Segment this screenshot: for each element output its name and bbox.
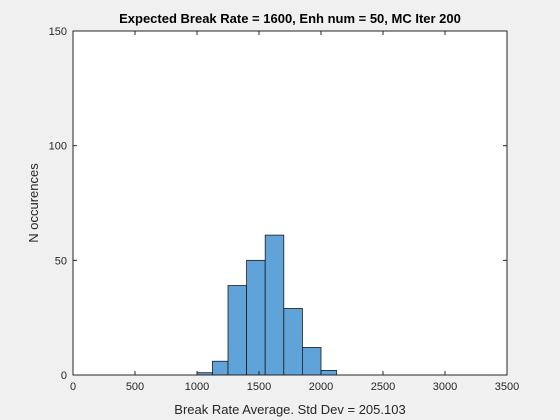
x-tick-label: 2000	[309, 381, 333, 393]
chart-title: Expected Break Rate = 1600, Enh num = 50…	[119, 11, 461, 26]
x-axis-label: Break Rate Average. Std Dev = 205.103	[174, 402, 405, 417]
x-tick-label: 1000	[185, 381, 209, 393]
x-tick-label: 3500	[495, 381, 519, 393]
x-tick-label: 0	[70, 381, 76, 393]
x-tick-label: 2500	[371, 381, 395, 393]
y-axis-label: N occurences	[26, 163, 41, 243]
y-axis-ticks: 0 50 100 150	[49, 26, 507, 382]
histogram-bar	[301, 347, 322, 376]
y-tick-label: 100	[49, 141, 67, 153]
histogram-bar	[320, 370, 337, 376]
y-tick-label: 50	[55, 255, 67, 267]
y-tick-label: 0	[61, 370, 67, 382]
x-axis-ticks: 0 500 1000 1500 2000 2500 3000 3500	[70, 31, 519, 393]
x-tick-label: 500	[126, 381, 144, 393]
histogram-bar	[212, 360, 229, 376]
y-tick-label: 150	[49, 26, 67, 38]
x-tick-label: 3000	[433, 381, 457, 393]
histogram-bar	[264, 234, 285, 376]
x-tick-label: 1500	[247, 381, 271, 393]
histogram-bar	[283, 308, 303, 376]
histogram-bar	[246, 259, 266, 376]
axes-box	[72, 30, 508, 376]
histogram-bar	[227, 285, 248, 376]
bars-group	[196, 234, 337, 376]
